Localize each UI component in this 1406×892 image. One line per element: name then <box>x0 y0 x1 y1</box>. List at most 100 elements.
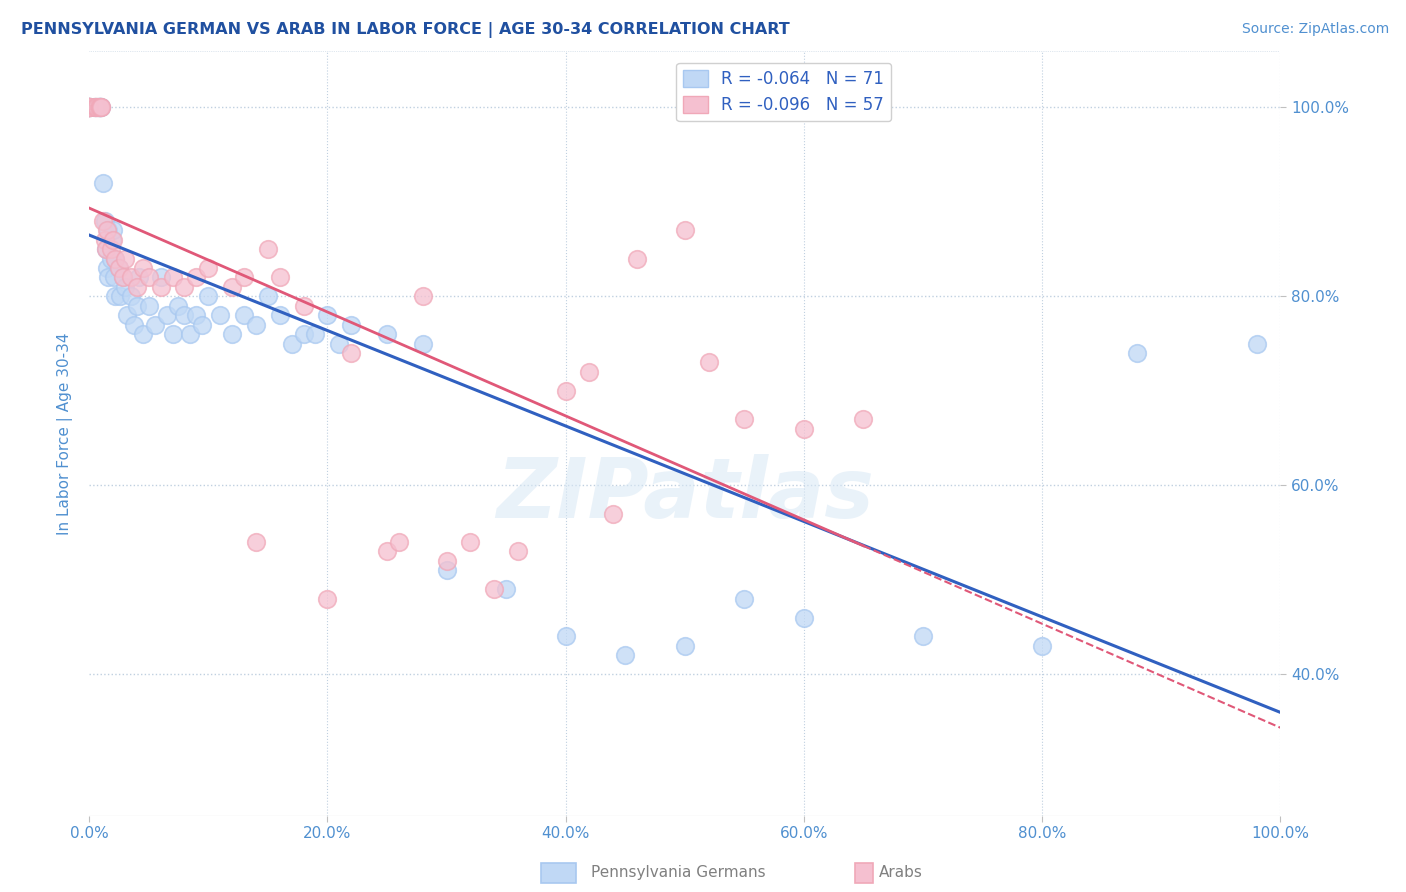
Point <box>245 535 267 549</box>
Point <box>77 100 100 114</box>
Point <box>77 100 100 114</box>
Text: PENNSYLVANIA GERMAN VS ARAB IN LABOR FORCE | AGE 30-34 CORRELATION CHART: PENNSYLVANIA GERMAN VS ARAB IN LABOR FOR… <box>21 22 790 38</box>
Point <box>733 591 755 606</box>
Point <box>138 299 160 313</box>
Point <box>578 365 600 379</box>
Point <box>602 507 624 521</box>
Point <box>460 535 482 549</box>
Point <box>269 270 291 285</box>
Point <box>482 582 505 597</box>
Point <box>108 260 131 275</box>
Point <box>733 412 755 426</box>
Point <box>86 100 108 114</box>
Point <box>316 591 339 606</box>
Point <box>162 270 184 285</box>
Point <box>84 100 107 114</box>
Point <box>436 554 458 568</box>
Text: Source: ZipAtlas.com: Source: ZipAtlas.com <box>1241 22 1389 37</box>
Point <box>292 327 315 342</box>
Point <box>673 639 696 653</box>
Point <box>84 100 107 114</box>
Point <box>173 308 195 322</box>
Point <box>316 308 339 322</box>
Point <box>77 100 100 114</box>
Point <box>93 213 115 227</box>
Point <box>128 270 150 285</box>
Point <box>375 327 398 342</box>
Point <box>77 100 100 114</box>
Point <box>125 280 148 294</box>
Point <box>89 100 111 114</box>
Point <box>111 270 134 285</box>
Point <box>233 270 256 285</box>
Point <box>149 270 172 285</box>
Point <box>186 308 208 322</box>
Point <box>340 346 363 360</box>
Point <box>104 252 127 266</box>
Point <box>77 100 100 114</box>
Point <box>87 100 110 114</box>
Legend: R = -0.064   N = 71, R = -0.096   N = 57: R = -0.064 N = 71, R = -0.096 N = 57 <box>676 62 891 120</box>
Point <box>304 327 326 342</box>
Point <box>155 308 177 322</box>
Point <box>97 223 120 237</box>
Point <box>280 336 302 351</box>
Point <box>101 233 124 247</box>
Point <box>221 327 243 342</box>
Text: Pennsylvania Germans: Pennsylvania Germans <box>591 865 765 880</box>
Point <box>495 582 517 597</box>
Point <box>96 223 118 237</box>
Point <box>292 299 315 313</box>
Point <box>197 260 219 275</box>
Point <box>673 223 696 237</box>
Point <box>191 318 214 332</box>
Point <box>77 100 100 114</box>
Point <box>132 327 155 342</box>
Point <box>84 100 107 114</box>
Point <box>114 280 136 294</box>
Point <box>793 421 815 435</box>
Point <box>173 280 195 294</box>
Point <box>77 100 100 114</box>
Point <box>90 100 112 114</box>
Point <box>94 242 117 256</box>
Point <box>124 318 146 332</box>
Point <box>90 100 112 114</box>
Point <box>93 233 115 247</box>
Text: Arabs: Arabs <box>879 865 922 880</box>
Point <box>328 336 350 351</box>
Point <box>104 289 127 303</box>
Point <box>100 252 122 266</box>
Point <box>167 299 190 313</box>
Point <box>93 176 115 190</box>
Y-axis label: In Labor Force | Age 30-34: In Labor Force | Age 30-34 <box>58 332 73 534</box>
Point <box>89 100 111 114</box>
Text: ZIPatlas: ZIPatlas <box>496 454 873 535</box>
Point <box>101 223 124 237</box>
Point <box>108 289 131 303</box>
Point <box>108 260 131 275</box>
Point <box>614 648 637 663</box>
Point <box>100 242 122 256</box>
Point <box>125 299 148 313</box>
Point <box>1126 346 1149 360</box>
Point <box>436 563 458 577</box>
Point <box>162 327 184 342</box>
Point <box>554 629 576 643</box>
Point <box>256 242 278 256</box>
Point <box>77 100 100 114</box>
Point <box>84 100 107 114</box>
Point <box>89 100 111 114</box>
Point <box>104 252 127 266</box>
Point <box>852 412 875 426</box>
Point <box>1246 336 1268 351</box>
Point <box>93 213 115 227</box>
Point <box>245 318 267 332</box>
Point <box>375 544 398 558</box>
Point <box>114 252 136 266</box>
Point <box>77 100 100 114</box>
Point <box>340 318 363 332</box>
Point <box>77 100 100 114</box>
Point <box>209 308 232 322</box>
Point <box>77 100 100 114</box>
